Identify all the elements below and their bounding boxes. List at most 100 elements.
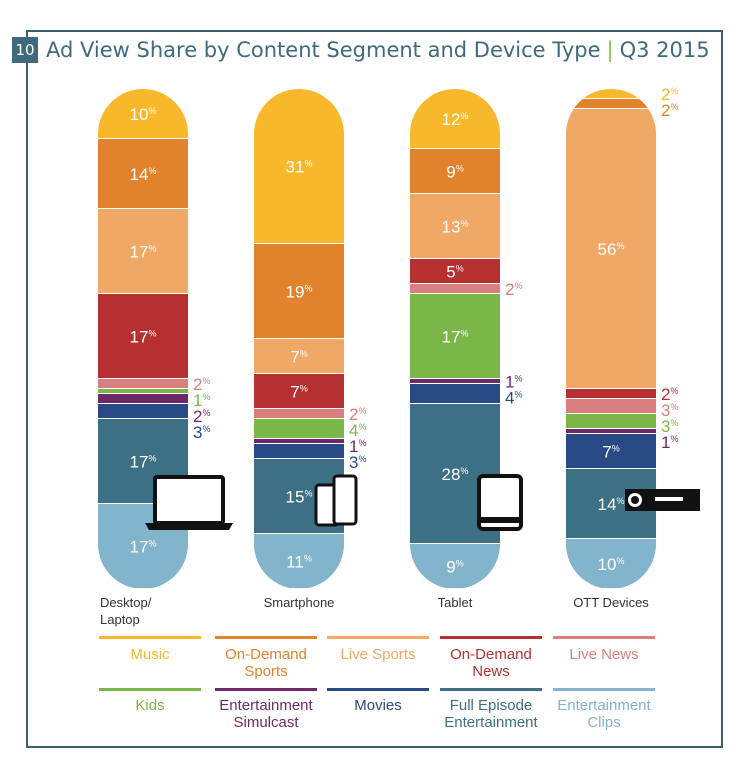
data-label: 4% <box>505 389 522 408</box>
legend-label: On-Demand News <box>450 646 532 680</box>
segment-on-demand-news <box>254 374 344 409</box>
data-label: 2% <box>349 405 366 424</box>
legend-label: Live News <box>569 646 639 663</box>
data-label: 2% <box>661 101 678 120</box>
data-label: 31% <box>286 158 313 177</box>
legend-label: On-Demand Sports <box>225 646 307 680</box>
title-row: 10 Ad View Share by Content Segment and … <box>12 37 710 63</box>
legend-label: Movies <box>354 697 402 714</box>
data-label: 17% <box>130 453 157 472</box>
data-label: 10% <box>130 105 157 124</box>
data-label: 9% <box>446 163 463 182</box>
legend-swatch <box>553 636 655 639</box>
legend-label: Music <box>130 646 170 663</box>
data-label: 7% <box>290 383 307 402</box>
data-label: 7% <box>290 348 307 367</box>
data-label: 14% <box>598 495 625 514</box>
segment-on-demand-sports <box>254 244 344 339</box>
data-label: 12% <box>442 110 469 129</box>
segment-kids <box>98 389 188 394</box>
data-label: 2% <box>505 280 522 299</box>
segment-live-news <box>98 379 188 389</box>
legend-label: Entertainment Clips <box>557 697 651 731</box>
data-label: 2% <box>193 375 210 394</box>
segment-on-demand-news <box>98 294 188 379</box>
data-label: 17% <box>130 328 157 347</box>
segment-on-demand-sports <box>410 149 500 194</box>
legend-swatch <box>553 688 655 691</box>
segment-live-news <box>410 284 500 294</box>
segment-entertainment-simulcast <box>98 394 188 404</box>
data-label: 1% <box>505 373 522 392</box>
data-label: 13% <box>442 218 469 237</box>
data-label: 15% <box>286 488 313 507</box>
legend-label: Full Episode Entertainment <box>444 697 538 731</box>
laptop-icon <box>145 475 233 530</box>
segment-on-demand-news <box>566 389 656 399</box>
segment-live-sports <box>410 194 500 259</box>
segment-entertainment-simulcast <box>254 439 344 444</box>
data-label: 17% <box>130 538 157 557</box>
segment-music <box>254 89 344 244</box>
segment-live-news <box>254 409 344 419</box>
segment-movies <box>410 384 500 404</box>
legend-swatch <box>215 636 317 639</box>
ott-device-icon <box>625 489 700 511</box>
legend-swatch <box>327 636 429 639</box>
segment-movies <box>98 404 188 419</box>
data-label: 28% <box>442 465 469 484</box>
data-label: 7% <box>602 443 619 462</box>
segment-movies <box>566 434 656 469</box>
data-label: 1% <box>349 437 366 456</box>
legend-swatch <box>215 688 317 691</box>
data-label: 3% <box>661 401 678 420</box>
segment-on-demand-sports <box>98 139 188 209</box>
category-label: Tablet <box>438 595 473 610</box>
data-label: 19% <box>286 283 313 302</box>
legend-swatch <box>99 688 201 691</box>
segment-movies <box>254 444 344 459</box>
segment-kids <box>410 294 500 379</box>
segment-on-demand-news <box>410 259 500 284</box>
segment-live-sports <box>566 109 656 389</box>
smartphone-icon <box>314 474 358 527</box>
tablet-icon <box>477 474 523 531</box>
legend-label: Kids <box>135 697 165 714</box>
chart-title-text: Ad View Share by Content Segment and Dev… <box>46 38 601 62</box>
figure-number: 10 <box>12 37 38 63</box>
category-label: Smartphone <box>264 595 335 610</box>
data-label: 17% <box>130 243 157 262</box>
data-label: 4% <box>349 421 366 440</box>
chart-period: Q3 2015 <box>619 38 710 62</box>
data-label: 3% <box>661 417 678 436</box>
data-label: 3% <box>349 453 366 472</box>
data-label: 11% <box>286 553 312 572</box>
data-label: 3% <box>193 423 210 442</box>
data-label: 14% <box>130 165 157 184</box>
segment-live-news <box>566 399 656 414</box>
data-label: 5% <box>446 263 463 282</box>
segment-live-sports <box>254 339 344 374</box>
segment-music <box>566 89 656 99</box>
chart-title: Ad View Share by Content Segment and Dev… <box>46 38 710 62</box>
data-label: 2% <box>661 85 678 104</box>
legend-label: Live Sports <box>340 646 416 663</box>
segment-live-sports <box>98 209 188 294</box>
segment-on-demand-sports <box>566 99 656 109</box>
segment-kids <box>254 419 344 439</box>
data-label: 1% <box>661 433 678 452</box>
data-label: 56% <box>598 240 625 259</box>
segment-kids <box>566 414 656 429</box>
legend-swatch <box>327 688 429 691</box>
data-label: 17% <box>442 328 469 347</box>
legend-swatch <box>440 688 542 691</box>
segment-entertainment-simulcast <box>566 429 656 434</box>
data-label: 1% <box>193 391 210 410</box>
data-label: 10% <box>598 555 625 574</box>
bar-ott-devices <box>566 89 656 589</box>
title-separator: | <box>606 38 614 62</box>
category-label: Desktop/Laptop <box>100 595 152 627</box>
data-label: 9% <box>446 558 463 577</box>
legend-label: Entertainment Simulcast <box>219 697 313 731</box>
